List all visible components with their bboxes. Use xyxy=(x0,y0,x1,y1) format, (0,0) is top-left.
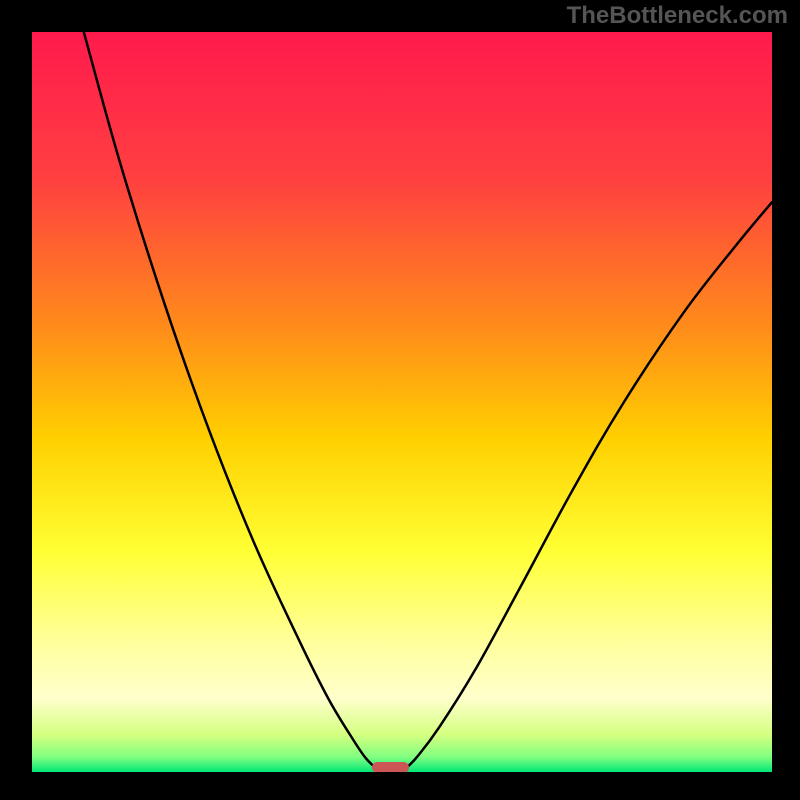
curve-left-branch xyxy=(84,32,376,768)
chart-frame: TheBottleneck.com xyxy=(0,0,800,800)
watermark-text: TheBottleneck.com xyxy=(567,2,788,30)
curves-layer xyxy=(32,32,772,772)
minimum-marker xyxy=(372,762,409,772)
curve-right-branch xyxy=(406,202,772,768)
plot-area xyxy=(32,32,772,772)
